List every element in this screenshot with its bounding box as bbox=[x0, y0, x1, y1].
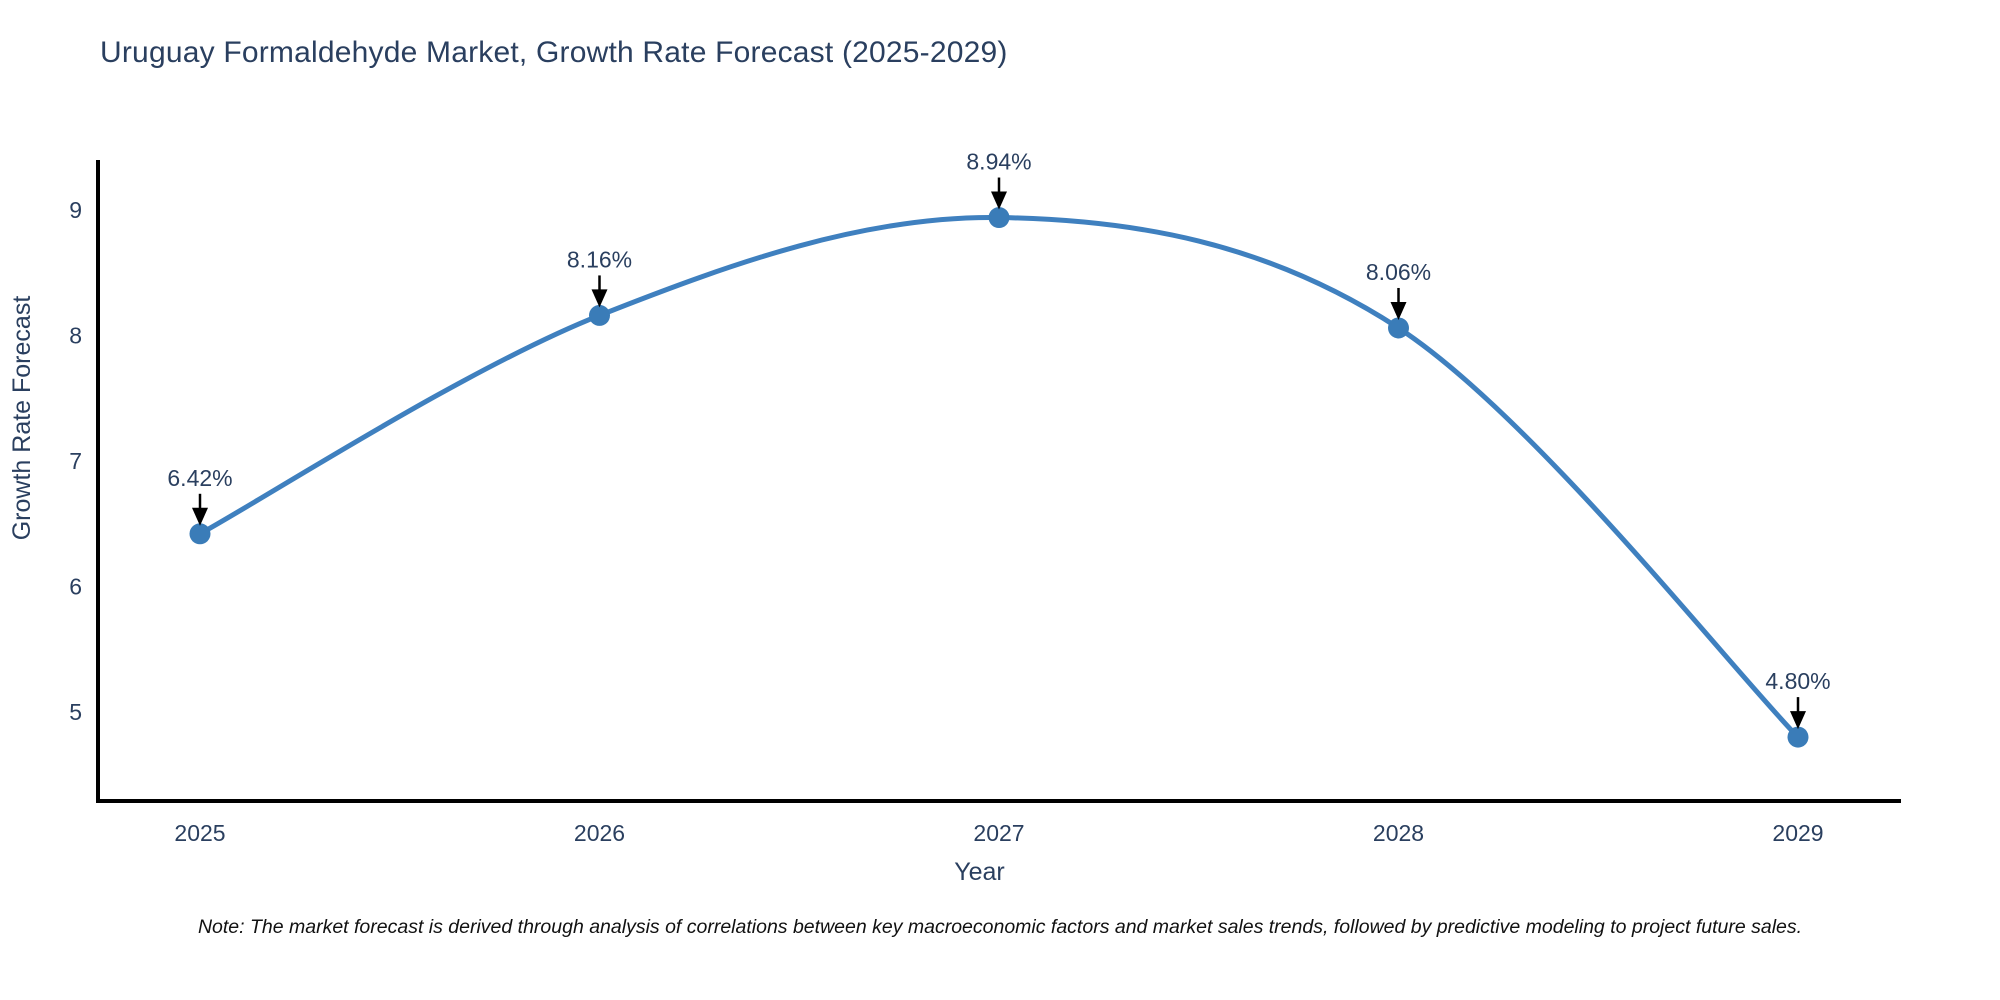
annotation-arrow-head bbox=[1790, 711, 1806, 730]
y-tick-label: 9 bbox=[69, 197, 82, 223]
data-point-marker bbox=[1388, 317, 1409, 339]
annotation-arrow-head bbox=[192, 507, 208, 526]
point-value-label: 8.94% bbox=[966, 149, 1031, 175]
annotation-arrow-head bbox=[1390, 301, 1407, 320]
annotation-arrow-head bbox=[991, 191, 1007, 210]
annotation-arrow-head bbox=[591, 289, 608, 308]
y-tick-label: 6 bbox=[69, 574, 82, 600]
growth-rate-line bbox=[197, 215, 1801, 740]
y-tick-label: 5 bbox=[69, 699, 82, 725]
data-point-marker bbox=[1787, 726, 1809, 748]
x-axis-title: Year bbox=[954, 858, 1005, 886]
y-tick-label: 8 bbox=[69, 323, 82, 349]
y-tick-label: 7 bbox=[69, 448, 82, 474]
methodology-note: Note: The market forecast is derived thr… bbox=[197, 916, 1803, 938]
x-tick-label: 2025 bbox=[174, 820, 225, 846]
data-point-marker bbox=[589, 304, 610, 326]
point-value-label: 6.42% bbox=[167, 465, 232, 491]
point-value-label: 8.06% bbox=[1366, 259, 1431, 285]
data-point-marker bbox=[189, 523, 211, 545]
data-point-marker bbox=[988, 207, 1010, 229]
chart-title: Uruguay Formaldehyde Market, Growth Rate… bbox=[100, 36, 1008, 69]
x-tick-label: 2027 bbox=[973, 820, 1024, 846]
y-axis-title: Growth Rate Forecast bbox=[8, 296, 36, 541]
point-value-label: 4.80% bbox=[1765, 668, 1830, 694]
x-tick-label: 2029 bbox=[1772, 820, 1823, 846]
point-value-label: 8.16% bbox=[567, 246, 632, 272]
x-tick-label: 2026 bbox=[574, 820, 625, 846]
x-tick-label: 2028 bbox=[1373, 820, 1424, 846]
